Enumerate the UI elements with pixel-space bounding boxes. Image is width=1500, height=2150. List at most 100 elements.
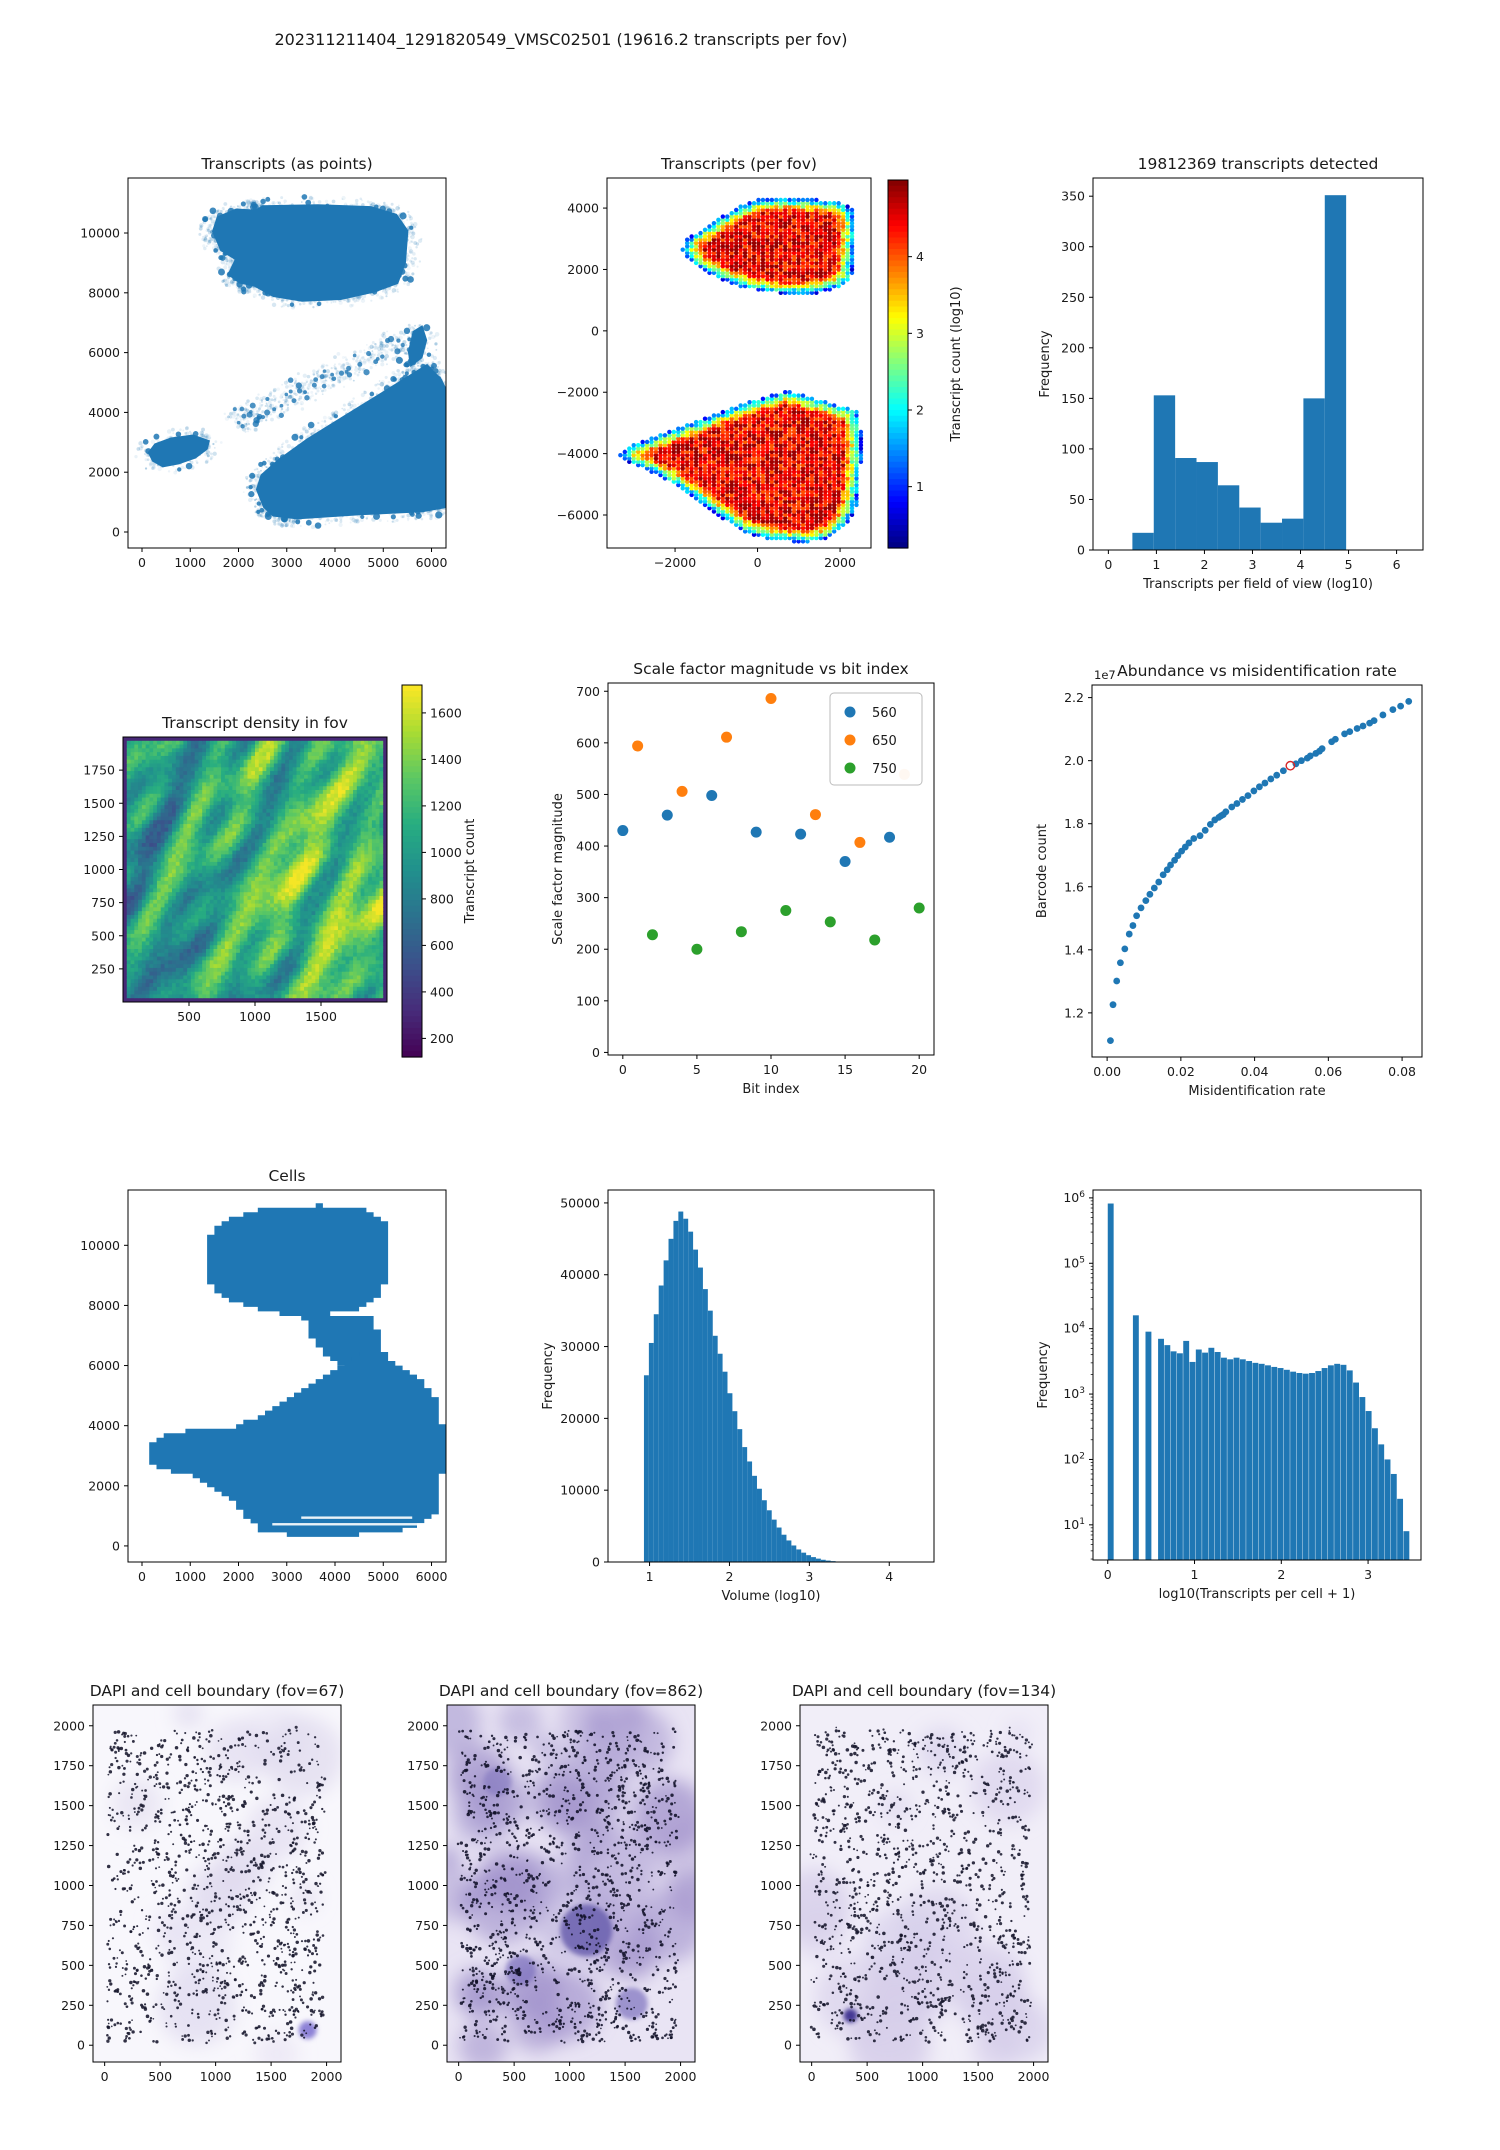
y-tick-label: 500 bbox=[576, 787, 600, 802]
x-tick-label: 4 bbox=[1297, 557, 1305, 572]
x-tick-label: 500 bbox=[177, 1009, 201, 1024]
x-axis-label: Transcripts per field of view (log10) bbox=[1142, 577, 1373, 592]
y-axis-label: Barcode count bbox=[1035, 824, 1050, 918]
y-tick-label: 250 bbox=[415, 1998, 439, 2013]
colorbar-tick-label: 2 bbox=[916, 403, 924, 418]
x-tick-label: 6000 bbox=[416, 1569, 448, 1584]
y-tick-label: 8000 bbox=[88, 285, 120, 300]
transcript-mass-bottom bbox=[255, 364, 446, 520]
y-tick-label: 40000 bbox=[560, 1267, 600, 1282]
fov-dot-grid bbox=[618, 197, 864, 544]
per_cell_hist-plot-area bbox=[1107, 1203, 1410, 1560]
panel-dapi_67: 0 500 1000 1500 2000 0 250 500 750 1000 1250 1500 17… bbox=[53, 1682, 344, 2084]
y-tick-label: 0 bbox=[112, 525, 120, 540]
y-tick-label: 1250 bbox=[760, 1838, 792, 1853]
density-heatmap-cells bbox=[123, 737, 387, 1002]
x-tick-label: 1000 bbox=[554, 2069, 586, 2084]
x-tick-label: 1000 bbox=[174, 555, 206, 570]
panel-dapi_134: 0 500 1000 1500 2000 0 250 500 750 1000 1250 1500 17… bbox=[760, 1682, 1056, 2084]
y-tick-label: 750 bbox=[415, 1918, 439, 1933]
x-tick-label: 2000 bbox=[311, 2069, 343, 2084]
x-tick-label: 1500 bbox=[255, 2069, 287, 2084]
abundance-plot-area bbox=[1107, 697, 1413, 1045]
y-tick-label: 0 bbox=[784, 2038, 792, 2053]
x-tick-label: 5 bbox=[1345, 557, 1353, 572]
y-tick-label: 1750 bbox=[760, 1758, 792, 1773]
y-tick-label: −4000 bbox=[557, 446, 599, 461]
x-tick-label: 1 bbox=[1191, 1567, 1199, 1582]
legend-label-560: 560 bbox=[872, 706, 897, 721]
y-tick-label: 106 bbox=[1063, 1190, 1085, 1205]
x-tick-label: 3000 bbox=[271, 1569, 303, 1584]
y-tick-label: 30000 bbox=[560, 1339, 600, 1354]
dapi_862-axes: 0 500 1000 1500 2000 0 250 500 750 1000 1250 1500 17… bbox=[407, 1682, 703, 2084]
y-tick-label: 2000 bbox=[760, 1718, 792, 1733]
y-tick-label: 1500 bbox=[83, 796, 115, 811]
transcripts_points-plot-area bbox=[134, 194, 446, 530]
y-axis-label: Frequency bbox=[1038, 330, 1053, 397]
cells-plot-area bbox=[149, 1203, 446, 1537]
y-tick-label: 1.4 bbox=[1064, 942, 1084, 957]
panel-title: Transcript density in fov bbox=[161, 714, 348, 732]
panel-title: Transcripts (per fov) bbox=[660, 155, 817, 173]
x-tick-label: 1500 bbox=[609, 2069, 641, 2084]
y-axis-label: Frequency bbox=[1036, 1341, 1051, 1408]
transcripts_points-axes: 0 1000 2000 3000 4000 5000 6000 0 2000 4000 6000 80… bbox=[80, 155, 447, 570]
x-tick-label: 20 bbox=[911, 1062, 927, 1077]
x-tick-label: 3 bbox=[805, 1569, 813, 1584]
panel-transcripts_points: 0 1000 2000 3000 4000 5000 6000 0 2000 4000 6000 80… bbox=[80, 155, 447, 570]
colorbar-tick-label: 400 bbox=[430, 984, 454, 999]
colorbar-tick-label: 4 bbox=[916, 249, 924, 264]
highlighted-point bbox=[1285, 760, 1296, 771]
x-tick-label: 1500 bbox=[305, 1009, 337, 1024]
x-tick-label: 0 bbox=[1104, 1567, 1112, 1582]
x-tick-label: 2 bbox=[1200, 557, 1208, 572]
transcripts_hist-plot-area bbox=[1132, 195, 1347, 550]
colorbar-tick-label: 1400 bbox=[430, 752, 462, 767]
x-tick-label: 500 bbox=[148, 2069, 172, 2084]
x-tick-label: 1000 bbox=[907, 2069, 939, 2084]
y-tick-label: 50 bbox=[1069, 492, 1085, 507]
y-tick-label: 500 bbox=[415, 1958, 439, 1973]
colorbar-tick-label: 800 bbox=[430, 891, 454, 906]
panel-cells: 0 1000 2000 3000 4000 5000 6000 0 2000 4000 6000 80… bbox=[80, 1167, 447, 1584]
y-tick-label: 50000 bbox=[560, 1195, 600, 1210]
y-tick-label: 8000 bbox=[88, 1298, 120, 1313]
y-tick-label: 1500 bbox=[53, 1798, 85, 1813]
x-tick-label: 5000 bbox=[367, 555, 399, 570]
x-axis-label: Volume (log10) bbox=[722, 1589, 821, 1604]
x-tick-label: 3 bbox=[1364, 1567, 1372, 1582]
legend-label-750: 750 bbox=[872, 762, 897, 777]
y-tick-label: 1750 bbox=[83, 763, 115, 778]
x-tick-label: 1500 bbox=[962, 2069, 994, 2084]
y-tick-label: 20000 bbox=[560, 1411, 600, 1426]
dapi_67-axes: 0 500 1000 1500 2000 0 250 500 750 1000 1250 1500 17… bbox=[53, 1682, 344, 2084]
dapi_67-cell-boundary-dots bbox=[106, 1725, 327, 2045]
y-tick-label: 2000 bbox=[567, 262, 599, 277]
panel-title: Cells bbox=[268, 1167, 305, 1185]
y-tick-label: 500 bbox=[91, 928, 115, 943]
y-tick-label: −2000 bbox=[557, 385, 599, 400]
y-tick-label: 0 bbox=[592, 1555, 600, 1570]
x-tick-label: 1000 bbox=[239, 1009, 271, 1024]
x-tick-label: 3000 bbox=[271, 555, 303, 570]
dapi_134-plot-area bbox=[800, 1705, 1048, 2062]
colorbar-tick-label: 1600 bbox=[430, 705, 462, 720]
y-tick-label: 750 bbox=[91, 895, 115, 910]
panel-density: 500 1000 1500 250 500 750 1000 1250 1500 1750 Tran… bbox=[83, 684, 478, 1058]
x-tick-label: 0.08 bbox=[1388, 1064, 1416, 1079]
y-tick-label: 500 bbox=[61, 1958, 85, 1973]
y-tick-label: 750 bbox=[61, 1918, 85, 1933]
panel-title: DAPI and cell boundary (fov=67) bbox=[90, 1682, 345, 1700]
legend-label-650: 650 bbox=[872, 734, 897, 749]
y-tick-label: 750 bbox=[768, 1918, 792, 1933]
density-plot-area bbox=[123, 737, 387, 1002]
x-tick-label: 6000 bbox=[416, 555, 448, 570]
panel-title: Abundance vs misidentification rate bbox=[1117, 662, 1397, 680]
y-tick-label: 102 bbox=[1063, 1451, 1085, 1466]
y-tick-label: 2000 bbox=[407, 1718, 439, 1733]
per-cell-hist-bars bbox=[1107, 1203, 1410, 1560]
y-tick-label: 500 bbox=[768, 1958, 792, 1973]
